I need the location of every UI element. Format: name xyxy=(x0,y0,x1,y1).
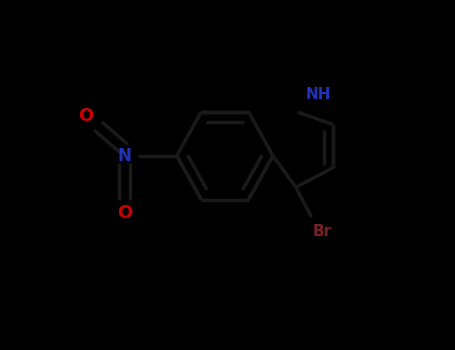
Text: O: O xyxy=(116,204,132,223)
Text: O: O xyxy=(78,107,93,125)
Text: NH: NH xyxy=(306,87,331,102)
Text: N: N xyxy=(117,147,131,165)
Text: Br: Br xyxy=(313,224,332,238)
